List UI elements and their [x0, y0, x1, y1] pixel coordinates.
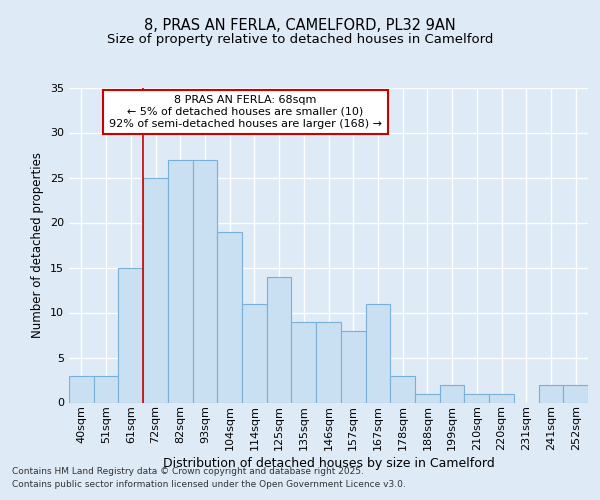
Bar: [415, 394, 440, 402]
Text: 8 PRAS AN FERLA: 68sqm
← 5% of detached houses are smaller (10)
92% of semi-deta: 8 PRAS AN FERLA: 68sqm ← 5% of detached …: [109, 96, 382, 128]
Bar: [267, 276, 292, 402]
Bar: [94, 376, 118, 402]
Bar: [69, 376, 94, 402]
Bar: [464, 394, 489, 402]
Bar: [193, 160, 217, 402]
Bar: [563, 384, 588, 402]
Bar: [316, 322, 341, 402]
Bar: [365, 304, 390, 402]
Bar: [292, 322, 316, 402]
Bar: [539, 384, 563, 402]
Text: Contains HM Land Registry data © Crown copyright and database right 2025.: Contains HM Land Registry data © Crown c…: [12, 468, 364, 476]
Bar: [489, 394, 514, 402]
Bar: [341, 330, 365, 402]
Bar: [143, 178, 168, 402]
Text: Size of property relative to detached houses in Camelford: Size of property relative to detached ho…: [107, 33, 493, 46]
Text: Contains public sector information licensed under the Open Government Licence v3: Contains public sector information licen…: [12, 480, 406, 489]
X-axis label: Distribution of detached houses by size in Camelford: Distribution of detached houses by size …: [163, 457, 494, 470]
Bar: [217, 232, 242, 402]
Bar: [242, 304, 267, 402]
Bar: [168, 160, 193, 402]
Bar: [390, 376, 415, 402]
Bar: [118, 268, 143, 402]
Y-axis label: Number of detached properties: Number of detached properties: [31, 152, 44, 338]
Bar: [440, 384, 464, 402]
Text: 8, PRAS AN FERLA, CAMELFORD, PL32 9AN: 8, PRAS AN FERLA, CAMELFORD, PL32 9AN: [144, 18, 456, 32]
